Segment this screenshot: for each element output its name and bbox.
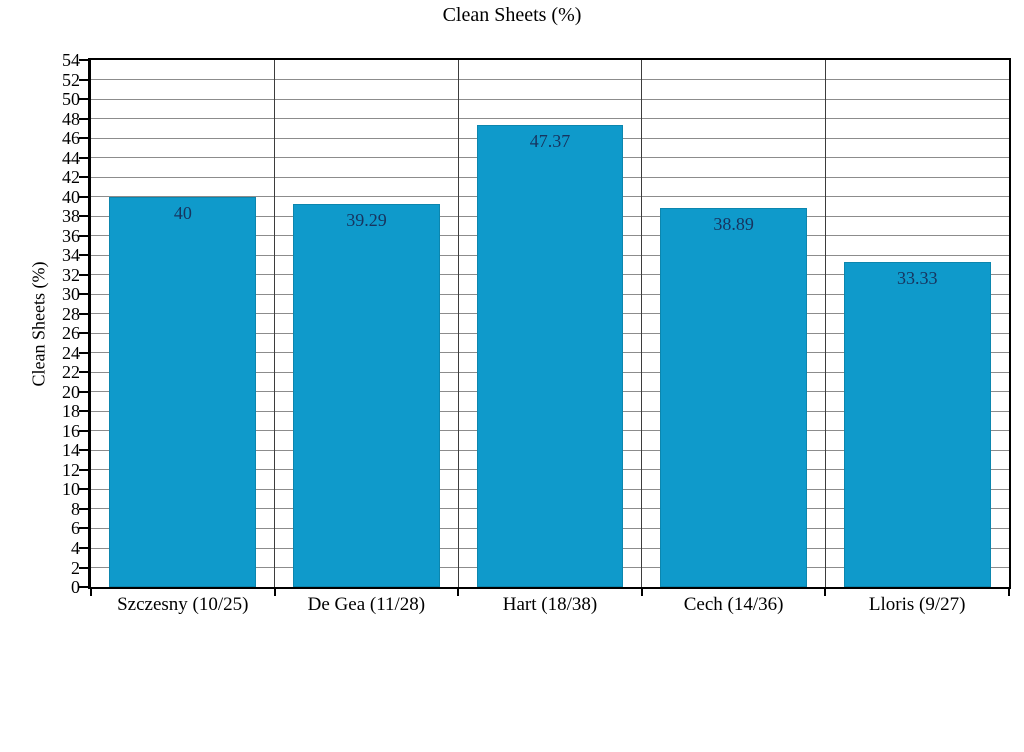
y-axis-tick-label: 38 — [62, 206, 80, 227]
y-axis-tick-label: 36 — [62, 225, 80, 246]
y-tick-mark — [79, 312, 88, 315]
y-axis-tick-label: 50 — [62, 89, 80, 109]
y-tick-mark — [79, 332, 88, 335]
y-tick-mark — [79, 488, 88, 491]
bar: 33.33 — [843, 261, 991, 587]
category-separator — [274, 60, 276, 587]
x-tick-mark — [273, 589, 276, 596]
y-tick-mark — [79, 156, 88, 159]
y-axis-tick-label: 54 — [62, 50, 80, 70]
bar: 39.29 — [293, 203, 440, 587]
category-separator — [641, 60, 643, 587]
y-axis-tick-label: 30 — [62, 284, 80, 305]
y-tick-mark — [79, 117, 88, 120]
x-axis-tick-label: Szczesny (10/25) — [117, 594, 249, 615]
y-axis-tick-label: 32 — [62, 264, 80, 285]
bar: 38.89 — [660, 207, 808, 587]
chart-title: Clean Sheets (%) — [442, 4, 582, 26]
y-axis-tick-label: 28 — [62, 303, 80, 324]
y-axis-tick-label: 12 — [62, 459, 80, 480]
x-axis-tick-label: Cech (14/36) — [683, 594, 784, 615]
y-tick-mark — [79, 371, 88, 374]
y-axis-tick-label: 20 — [62, 381, 80, 402]
bar-value-label: 38.89 — [713, 213, 754, 234]
y-tick-mark — [79, 586, 88, 588]
y-tick-mark — [79, 273, 88, 276]
y-tick-mark — [79, 176, 88, 179]
y-tick-mark — [79, 234, 88, 237]
y-tick-mark — [79, 429, 88, 432]
y-tick-mark — [79, 507, 88, 510]
x-tick-mark — [1008, 589, 1010, 596]
y-gridline — [91, 98, 1009, 100]
y-tick-mark — [79, 566, 88, 569]
y-tick-mark — [79, 390, 88, 393]
y-tick-mark — [79, 547, 88, 549]
y-axis-tick-label: 42 — [62, 167, 80, 188]
bar-value-label: 33.33 — [896, 267, 938, 288]
y-axis-tick-label: 6 — [71, 518, 80, 539]
y-tick-mark — [79, 468, 88, 471]
y-tick-mark — [79, 98, 88, 100]
y-axis-tick-label: 44 — [62, 147, 80, 168]
plot-area: 40 39.29 47.37 38.89 33.33 — [88, 58, 1011, 589]
y-axis-tick-label: 10 — [62, 479, 80, 500]
y-tick-mark — [79, 137, 88, 140]
y-tick-mark — [79, 527, 88, 530]
category-separator — [824, 60, 826, 587]
y-axis-tick-label: 22 — [62, 362, 80, 383]
x-axis-tick-label: De Gea (11/28) — [307, 594, 426, 615]
x-tick-mark — [457, 589, 460, 596]
x-tick-mark — [824, 589, 827, 596]
y-axis-tick-label: 8 — [71, 498, 80, 519]
y-tick-mark — [79, 254, 88, 257]
y-axis-tick-label: 34 — [62, 245, 80, 266]
y-tick-mark — [79, 59, 88, 61]
y-tick-mark — [79, 293, 88, 296]
x-axis-tick-label: Hart (18/38) — [502, 594, 598, 615]
y-axis-tick-label: 16 — [62, 420, 80, 441]
y-axis-tick-label: 26 — [62, 323, 80, 344]
y-axis-tick-label: 46 — [62, 128, 80, 149]
y-tick-mark — [79, 195, 88, 198]
y-tick-mark — [79, 351, 88, 354]
y-axis-tick-label: 40 — [62, 186, 80, 207]
bar-value-label: 40 — [173, 202, 192, 223]
y-axis-tick-label: 4 — [71, 538, 80, 558]
x-tick-mark — [90, 589, 92, 596]
y-axis-tick-label: 24 — [62, 342, 80, 363]
x-tick-mark — [640, 589, 643, 596]
y-tick-mark — [79, 410, 88, 413]
category-separator — [457, 60, 459, 587]
y-axis-tick-label: 2 — [71, 557, 80, 578]
y-tick-mark — [79, 449, 88, 452]
y-axis-tick-label: 18 — [62, 401, 80, 422]
y-axis-tick-label: 52 — [62, 69, 80, 90]
y-tick-mark — [79, 78, 88, 81]
y-gridline — [91, 118, 1009, 120]
y-axis-tick-label: 14 — [62, 440, 80, 461]
bar-value-label: 39.29 — [346, 209, 387, 230]
y-gridline — [91, 79, 1009, 80]
y-axis-tick-label: 48 — [62, 108, 80, 129]
bar-value-label: 47.37 — [529, 130, 571, 151]
y-tick-mark — [79, 215, 88, 218]
x-axis-tick-label: Lloris (9/27) — [868, 594, 966, 615]
bar: 40 — [109, 196, 257, 587]
y-axis-tick-label: 0 — [71, 577, 80, 597]
bar: 47.37 — [476, 124, 624, 587]
